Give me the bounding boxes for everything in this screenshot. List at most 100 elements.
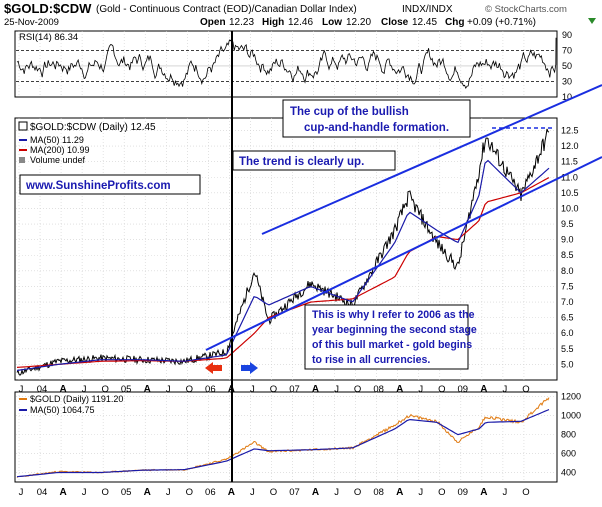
stage-annotation-line1: This is why I refer to 2006 as the bbox=[312, 309, 475, 321]
url-annotation: www.SunshineProfits.com bbox=[19, 174, 201, 195]
price-x-tick-label: O bbox=[186, 384, 193, 395]
gold-x-tick-label: A bbox=[59, 487, 66, 498]
axis-layer: J J 04 04 A A J J O O 05 05 A A J J O O 06 06 A A J J O O 07 07 A A J J… bbox=[19, 30, 581, 498]
price-y-tick-label: 5.5 bbox=[561, 344, 574, 354]
rsi-y-tick-label: 30 bbox=[562, 76, 572, 86]
chg-value: +0.09 (+0.71%) bbox=[467, 17, 536, 28]
price-y-tick-label: 7.5 bbox=[561, 281, 574, 291]
trend-channel-lower-line bbox=[205, 156, 602, 351]
rsi-y-tick-label: 70 bbox=[562, 45, 572, 55]
gold-x-tick-label: J bbox=[250, 487, 255, 498]
gold-x-tick-label: 09 bbox=[458, 487, 469, 498]
gold-x-tick-label: O bbox=[186, 487, 193, 498]
gold-x-tick-label: J bbox=[418, 487, 423, 498]
price-y-tick-label: 12.0 bbox=[561, 141, 579, 151]
price-x-tick-label: O bbox=[354, 384, 361, 395]
ma50-line bbox=[16, 159, 550, 372]
gold-x-tick-label: A bbox=[144, 487, 151, 498]
rsi-y-tick-label: 10 bbox=[562, 92, 572, 102]
gold-panel bbox=[14, 391, 558, 483]
price-x-tick-label: J bbox=[503, 384, 508, 395]
ma50-legend-label: MA(50) 11.29 bbox=[30, 135, 84, 145]
stage-annotation-line2: year beginning the second stage bbox=[312, 324, 477, 336]
price-x-tick-label: 04 bbox=[37, 384, 48, 395]
cup-annotation-box bbox=[282, 99, 471, 138]
stage-annotation-line4: to rise in all currencies. bbox=[312, 354, 430, 366]
trend-channel-upper-line bbox=[261, 84, 602, 235]
price-y-tick-label: 8.5 bbox=[561, 250, 574, 260]
rsi-y-tick-label: 90 bbox=[562, 30, 572, 40]
gold-x-tick-label: O bbox=[354, 487, 361, 498]
price-x-tick-label: O bbox=[101, 384, 108, 395]
trend-annotation-text: The trend is clearly up. bbox=[239, 156, 364, 168]
price-x-tick-label: J bbox=[166, 384, 171, 395]
gold-x-tick-label: J bbox=[503, 487, 508, 498]
gold-x-tick-label: A bbox=[480, 487, 487, 498]
gold-x-tick-label: 04 bbox=[37, 487, 48, 498]
cup-annotation-line2: cup-and-handle formation. bbox=[304, 122, 449, 134]
gold-x-tick-label: 08 bbox=[373, 487, 384, 498]
price-y-tick-label: 8.0 bbox=[561, 266, 574, 276]
ma200-legend-label: MA(200) 10.99 bbox=[30, 145, 90, 155]
price-x-tick-label: A bbox=[480, 384, 487, 395]
url-annotation-text: www.SunshineProfits.com bbox=[25, 180, 171, 192]
price-x-tick-label: 08 bbox=[373, 384, 384, 395]
price-y-tick-label: 11.0 bbox=[561, 172, 578, 182]
price-x-tick-label: A bbox=[59, 384, 66, 395]
price-y-tick-label: 10.0 bbox=[561, 203, 579, 213]
price-y-tick-label: 10.5 bbox=[561, 188, 579, 198]
price-x-tick-label: O bbox=[270, 384, 277, 395]
left-arrow-icon bbox=[205, 362, 222, 374]
price-x-tick-label: J bbox=[334, 384, 339, 395]
right-arrow-icon bbox=[241, 362, 258, 374]
close-label: Close bbox=[381, 17, 409, 28]
gold-legend-label: $GOLD (Daily) 1191.20 bbox=[30, 394, 123, 404]
gold-x-tick-label: J bbox=[19, 487, 24, 498]
price-y-tick-label: 6.5 bbox=[561, 313, 574, 323]
close-value: 12.45 bbox=[412, 17, 437, 28]
gold-x-tick-label: O bbox=[438, 487, 445, 498]
gold-x-tick-label: O bbox=[522, 487, 529, 498]
gold-y-tick-label: 1000 bbox=[561, 411, 581, 421]
price-y-tick-label: 7.0 bbox=[561, 297, 574, 307]
gold-x-tick-label: J bbox=[166, 487, 171, 498]
gold-x-tick-label: J bbox=[334, 487, 339, 498]
high-label: High bbox=[262, 17, 284, 28]
header-watermark: © StockCharts.com bbox=[485, 4, 567, 15]
gold-y-tick-label: 600 bbox=[561, 449, 576, 459]
cup-annotation-line1: The cup of the bullish bbox=[290, 106, 409, 118]
volume-legend-swatch bbox=[19, 157, 25, 163]
gold-x-tick-label: J bbox=[82, 487, 87, 498]
price-x-tick-label: 07 bbox=[289, 384, 300, 395]
gold-legend: $GOLD (Daily) 1191.20 MA(50) 1064.75 bbox=[19, 394, 123, 415]
price-legend-swatch bbox=[18, 121, 28, 131]
price-x-tick-label: 05 bbox=[121, 384, 132, 395]
gold-layer bbox=[16, 397, 550, 478]
chg-label: Chg bbox=[445, 17, 464, 28]
gold-x-tick-label: A bbox=[228, 487, 235, 498]
rsi-line bbox=[16, 37, 557, 89]
stage-annotation: This is why I refer to 2006 as the year … bbox=[304, 304, 477, 370]
open-value: 12.23 bbox=[229, 17, 254, 28]
header-description: (Gold - Continuous Contract (EOD)/Canadi… bbox=[96, 4, 357, 15]
price-y-tick-label: 5.0 bbox=[561, 359, 574, 369]
price-x-tick-label: 09 bbox=[458, 384, 469, 395]
price-y-tick-label: 9.0 bbox=[561, 235, 574, 245]
gold-x-tick-label: O bbox=[270, 487, 277, 498]
rsi-layer bbox=[16, 37, 557, 89]
header-date: 25-Nov-2009 bbox=[4, 17, 59, 28]
header-symbol: $GOLD:$CDW bbox=[4, 1, 92, 16]
gold-x-tick-label: A bbox=[396, 487, 403, 498]
url-annotation-box bbox=[19, 174, 201, 195]
price-x-tick-label: A bbox=[144, 384, 151, 395]
gold-y-tick-label: 1200 bbox=[561, 392, 581, 402]
stage-annotation-box bbox=[304, 304, 469, 370]
rsi-panel bbox=[14, 30, 558, 98]
price-x-tick-label: J bbox=[250, 384, 255, 395]
gold-ma50-legend-label: MA(50) 1064.75 bbox=[30, 405, 95, 415]
gold-x-tick-label: 05 bbox=[121, 487, 132, 498]
gold-y-tick-label: 400 bbox=[561, 468, 576, 478]
rsi-legend: RSI(14) 86.34 bbox=[19, 32, 78, 43]
price-y-tick-label: 11.5 bbox=[561, 157, 578, 167]
